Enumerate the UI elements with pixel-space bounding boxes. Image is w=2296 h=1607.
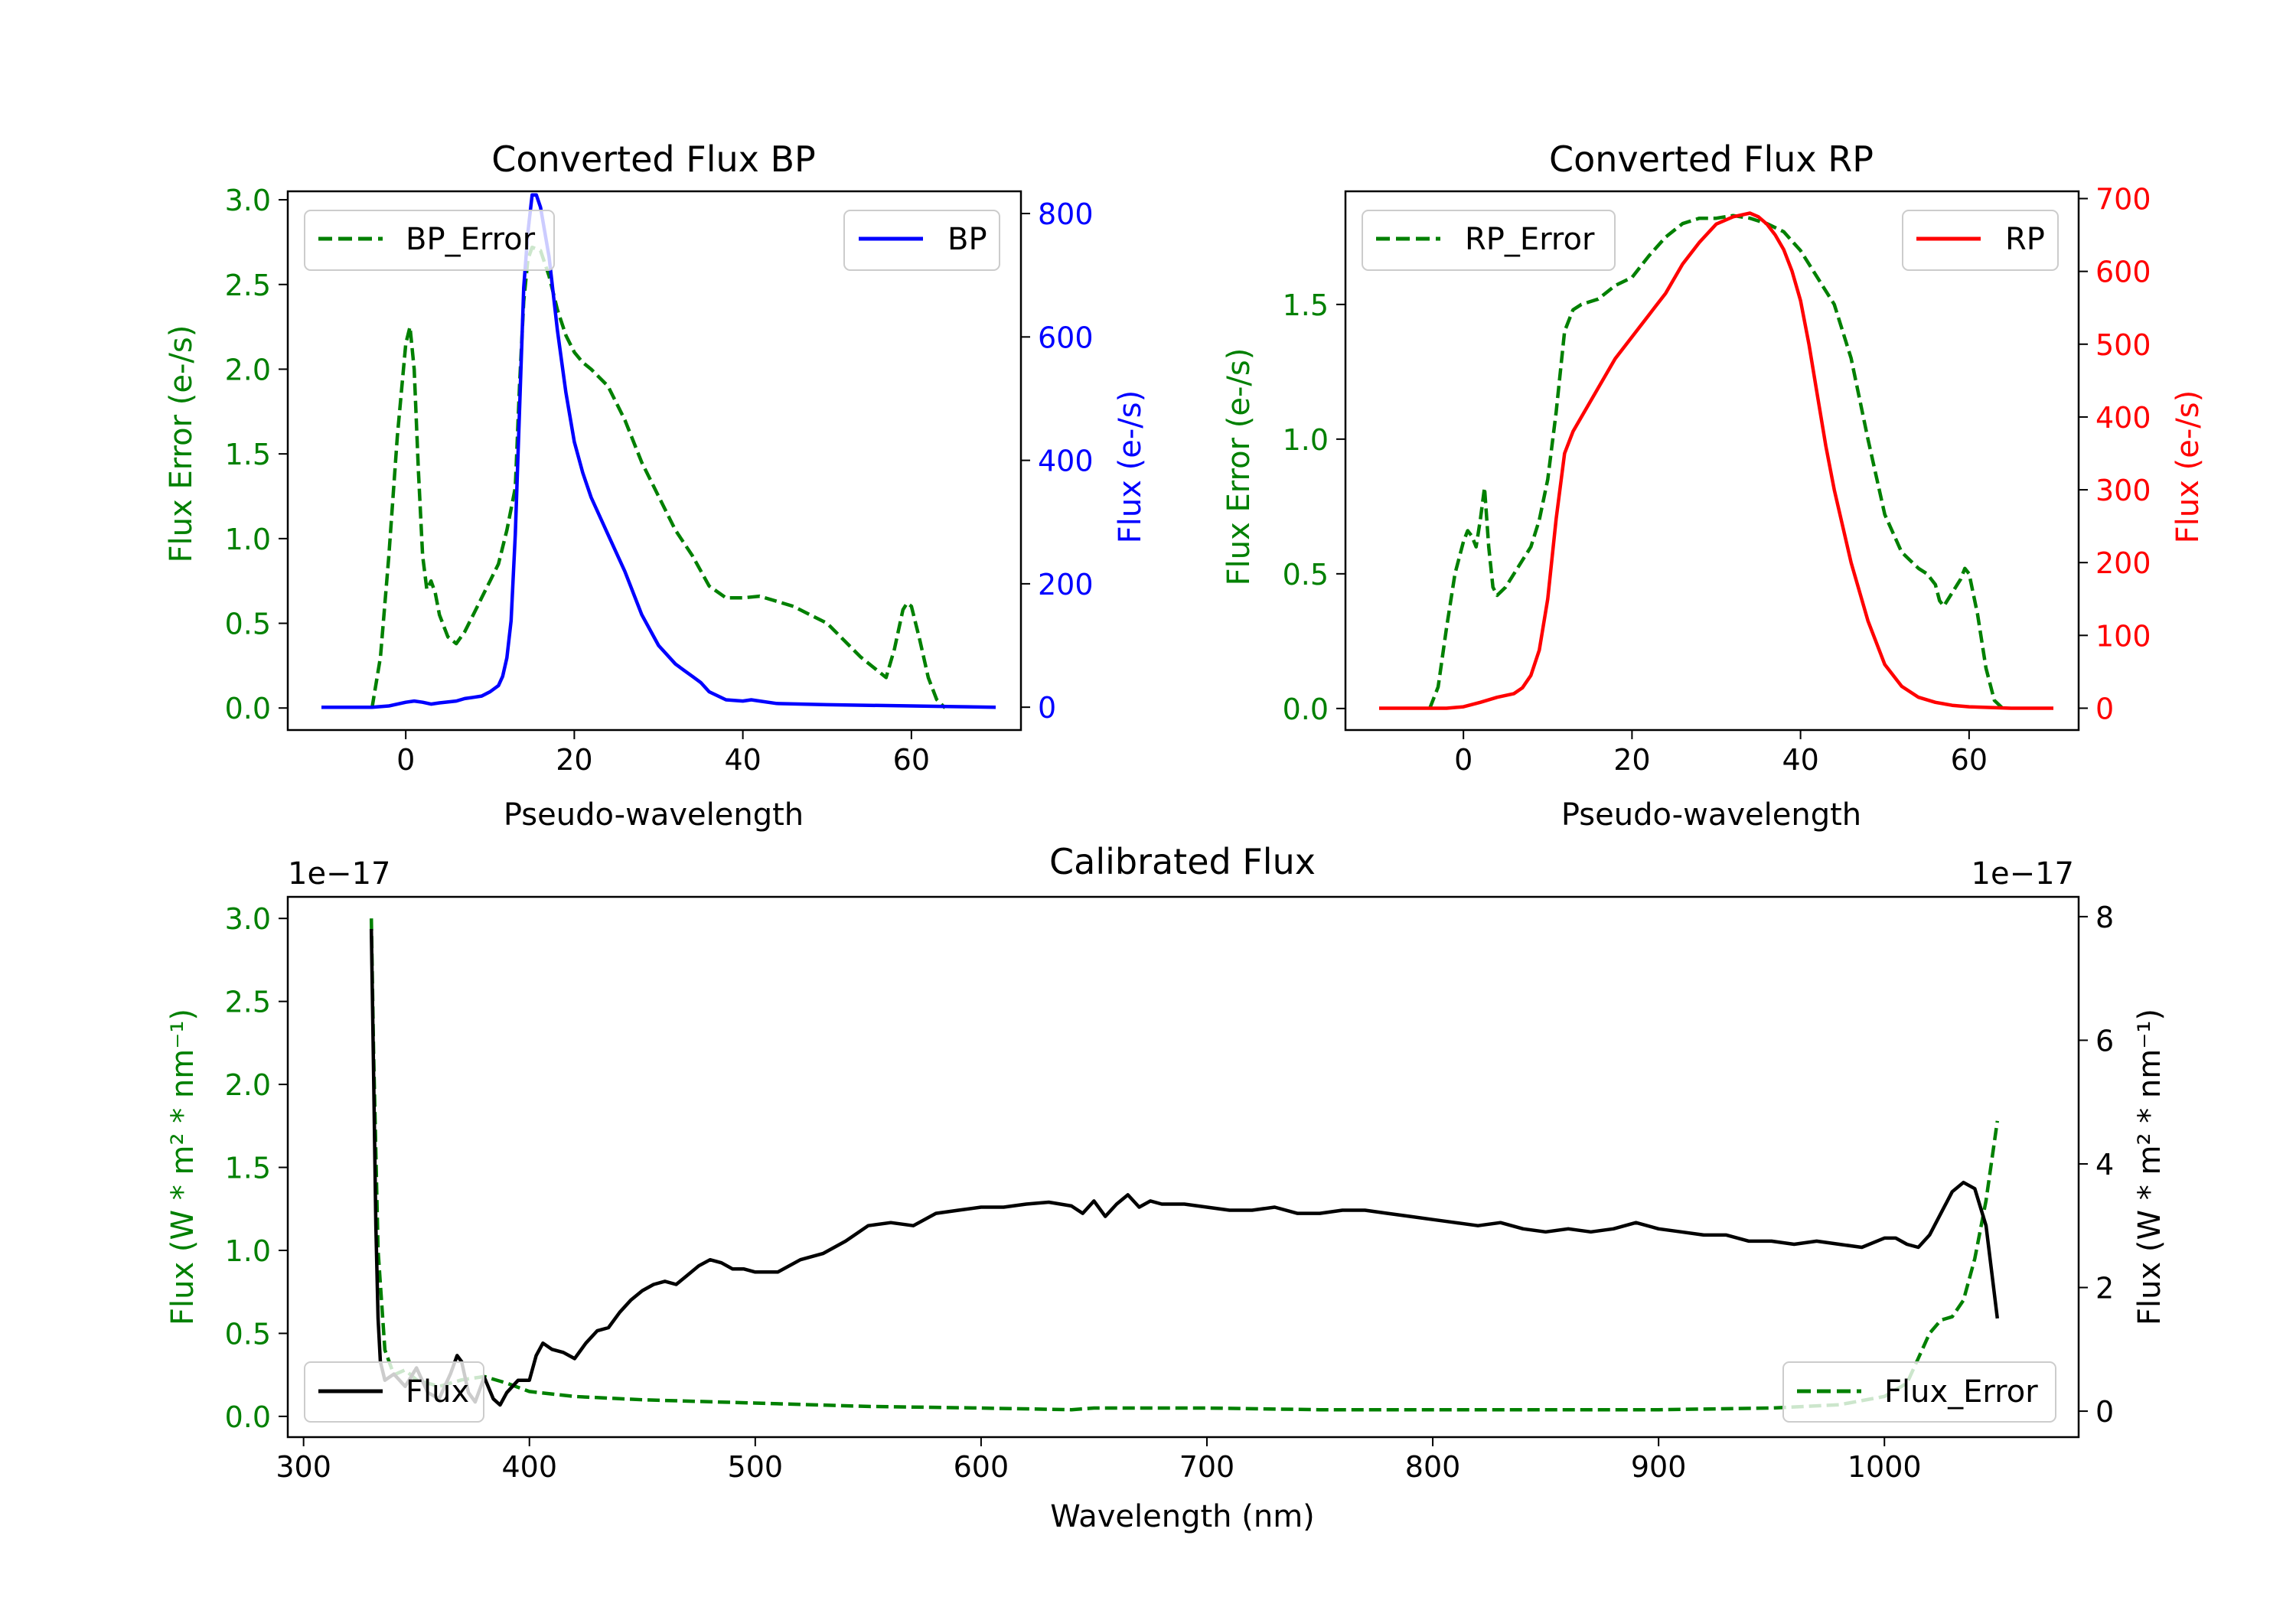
rp-y-left-tick-label: 0.5 — [1283, 558, 1329, 592]
bp-y-right-tick-label: 200 — [1038, 568, 1094, 601]
cal-legend-flux[interactable]: Flux — [304, 1361, 484, 1423]
cal-x-axis-label: Wavelength (nm) — [1050, 1499, 1315, 1534]
cal-y-right-tick-label: 6 — [2095, 1024, 2114, 1058]
rp-x-tick-label: 20 — [1613, 743, 1650, 777]
bp-y-right-tick-label: 800 — [1038, 197, 1094, 231]
bp-series-bp — [321, 193, 996, 709]
cal-x-tick-label: 400 — [501, 1450, 557, 1484]
cal-x-tick-label: 500 — [728, 1450, 784, 1484]
bp-x-tick-label: 0 — [396, 743, 415, 777]
cal-x-tick-label: 700 — [1179, 1450, 1235, 1484]
rp-axes-frame — [1344, 190, 2080, 732]
bp-legend-error-frame — [304, 210, 555, 271]
cal-legend-flux-frame — [304, 1361, 484, 1423]
rp-axes: 0 20 40 60 0.0 0.5 1.0 1.5 0 100 200 300 400 500 600 70… — [1283, 183, 2151, 777]
bp-y-left-tick-label: 0.5 — [225, 608, 271, 641]
bp-legend-flux-label: BP — [947, 222, 987, 257]
rp-plot-area — [1379, 211, 2053, 710]
cal-x-tick-label: 900 — [1631, 1450, 1687, 1484]
rp-title: Converted Flux RP — [1549, 139, 1874, 180]
cal-legend-error-label: Flux_Error — [1884, 1374, 2038, 1410]
cal-offset-left: 1e−17 — [288, 856, 390, 892]
cal-x-tick-label: 1000 — [1848, 1450, 1922, 1484]
bp-legend-flux[interactable]: BP — [843, 210, 1000, 271]
panel-calibrated: Calibrated Flux 1e−17 1e−17 300 400 500 600… — [165, 841, 2167, 1534]
rp-x-tick-label: 60 — [1951, 743, 1988, 777]
cal-axes: 300 400 500 600 700 800 900 1000 0.0 0.5 1.0 1.5 2.0… — [225, 895, 2114, 1484]
bp-y-left-tick-label: 1.5 — [225, 438, 271, 471]
cal-y-right-tick-label: 8 — [2095, 901, 2114, 934]
cal-y-left-tick-label: 3.0 — [225, 902, 271, 936]
bp-x-axis-label: Pseudo-wavelength — [504, 797, 804, 833]
panel-bp: Converted Flux BP 0 20 40 60 0.0 0.5 1.0 1.5 2.0… — [164, 139, 1148, 833]
cal-title: Calibrated Flux — [1049, 841, 1316, 882]
rp-x-tick-label: 0 — [1454, 743, 1473, 777]
cal-y-right-tick-label: 2 — [2095, 1272, 2114, 1305]
bp-y-left-tick-label: 3.0 — [225, 184, 271, 217]
rp-legend-error-frame — [1362, 210, 1616, 271]
rp-series-rp-error — [1428, 214, 2004, 710]
bp-x-tick-label: 60 — [893, 743, 930, 777]
cal-x-tick-label: 800 — [1405, 1450, 1461, 1484]
cal-y-axis-label-left: Flux (W * m² * nm⁻¹) — [165, 1009, 201, 1325]
panel-rp: Converted Flux RP 0 20 40 60 0.0 0.5 1.0 1.5 0 10… — [1221, 139, 2206, 833]
bp-y-right-tick-label: 400 — [1038, 445, 1094, 478]
rp-y-right-tick-label: 200 — [2095, 546, 2151, 580]
bp-axes: 0 20 40 60 0.0 0.5 1.0 1.5 2.0 2.5 3.0 0 200 400 600 80… — [225, 184, 1094, 777]
bp-y-right-tick-label: 600 — [1038, 321, 1094, 354]
cal-y-left-tick-label: 0.5 — [225, 1317, 271, 1351]
bp-x-tick-label: 40 — [724, 743, 761, 777]
rp-legend-flux-label: RP — [2005, 222, 2045, 257]
bp-y-left-tick-label: 2.5 — [225, 269, 271, 302]
cal-y-left-tick-label: 2.0 — [225, 1068, 271, 1102]
rp-y-right-tick-label: 500 — [2095, 328, 2151, 362]
rp-y-right-tick-label: 300 — [2095, 474, 2151, 507]
rp-legend-error[interactable]: RP_Error — [1362, 210, 1616, 271]
rp-x-tick-label: 40 — [1782, 743, 1818, 777]
cal-series-flux — [369, 928, 2000, 1407]
cal-legend-error-frame — [1782, 1361, 2056, 1423]
bp-y-axis-label-left: Flux Error (e-/s) — [164, 325, 199, 563]
bp-series-bp-error — [370, 245, 947, 709]
cal-y-left-tick-label: 1.5 — [225, 1152, 271, 1185]
rp-legend-error-label: RP_Error — [1465, 222, 1595, 257]
bp-y-left-tick-label: 0.0 — [225, 692, 271, 725]
bp-x-tick-label: 20 — [556, 743, 592, 777]
rp-series-rp — [1379, 211, 2053, 710]
bp-y-left-tick-label: 1.0 — [225, 523, 271, 556]
cal-y-left-tick-label: 1.0 — [225, 1234, 271, 1268]
rp-y-left-tick-label: 1.5 — [1283, 288, 1329, 322]
bp-legend-error-label: BP_Error — [406, 222, 536, 257]
rp-y-right-tick-label: 0 — [2095, 692, 2114, 725]
rp-legend-flux[interactable]: RP — [1902, 210, 2059, 271]
cal-x-tick-label: 600 — [954, 1450, 1009, 1484]
cal-offset-right: 1e−17 — [1971, 856, 2074, 892]
cal-legend-flux-label: Flux — [406, 1374, 469, 1410]
bp-y-right-tick-label: 0 — [1038, 691, 1056, 725]
rp-y-left-tick-label: 1.0 — [1283, 423, 1329, 457]
bp-legend-error[interactable]: BP_Error — [304, 210, 555, 271]
bp-y-axis-label-right: Flux (e-/s) — [1113, 390, 1148, 543]
cal-y-left-tick-label: 2.5 — [225, 986, 271, 1019]
rp-y-left-tick-label: 0.0 — [1283, 693, 1329, 726]
rp-x-axis-label: Pseudo-wavelength — [1561, 797, 1861, 833]
rp-y-right-tick-label: 100 — [2095, 619, 2151, 653]
cal-y-right-tick-label: 4 — [2095, 1148, 2114, 1182]
cal-x-tick-label: 300 — [276, 1450, 331, 1484]
bp-title: Converted Flux BP — [491, 139, 816, 180]
cal-legend-error[interactable]: Flux_Error — [1782, 1361, 2056, 1423]
rp-y-right-tick-label: 700 — [2095, 183, 2151, 217]
bp-y-left-tick-label: 2.0 — [225, 353, 271, 386]
bp-plot-area — [321, 193, 996, 709]
cal-y-right-tick-label: 0 — [2095, 1395, 2114, 1429]
cal-y-left-tick-label: 0.0 — [225, 1400, 271, 1434]
rp-y-axis-label-left: Flux Error (e-/s) — [1221, 348, 1257, 586]
rp-y-axis-label-right: Flux (e-/s) — [2170, 390, 2206, 543]
rp-y-right-tick-label: 600 — [2095, 256, 2151, 289]
cal-y-axis-label-right: Flux (W * m² * nm⁻¹) — [2132, 1009, 2167, 1325]
rp-y-right-tick-label: 400 — [2095, 401, 2151, 435]
